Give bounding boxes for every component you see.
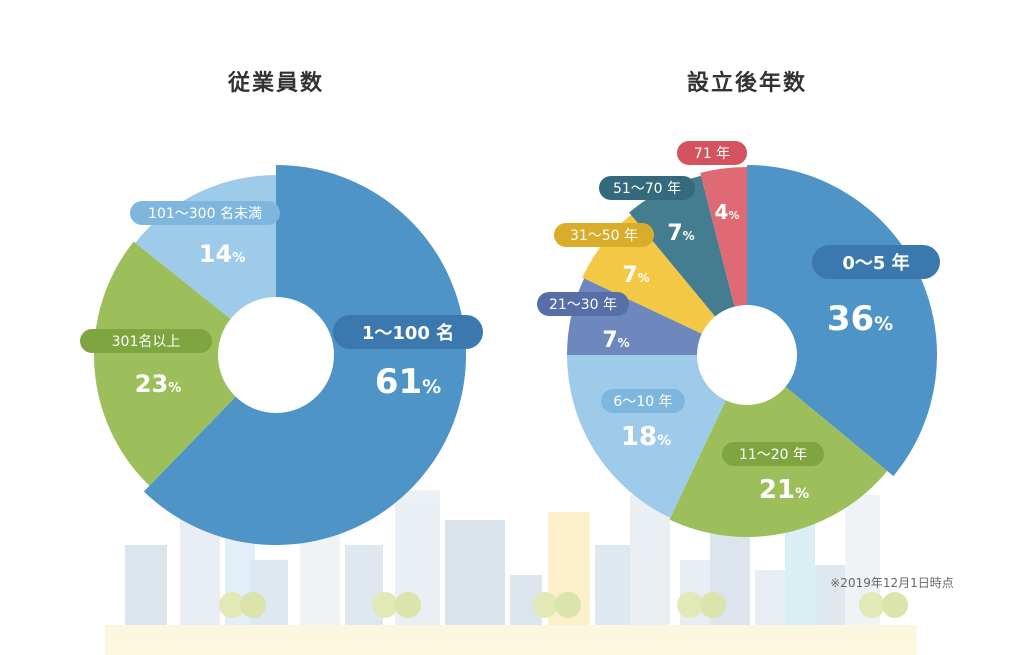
pie-slice: [582, 214, 747, 355]
slice-value-label: 4%: [715, 200, 740, 224]
tree: [395, 592, 421, 618]
slice-label: 51〜70 年: [613, 181, 681, 197]
donut-hole: [218, 297, 334, 413]
slice-value-label: 7%: [667, 221, 694, 246]
slice-label: 101〜300 名未満: [148, 206, 262, 222]
slice-label-pill: [812, 245, 940, 279]
tree: [372, 592, 398, 618]
slice-value-label: 18%: [621, 422, 671, 452]
tree: [555, 592, 581, 618]
donut-hole: [697, 305, 797, 405]
building: [755, 570, 785, 625]
slice-value-label: 7%: [602, 328, 629, 353]
tree: [219, 592, 245, 618]
building: [630, 495, 670, 625]
pie-employees: 1〜100 名 61% 301名以上 23% 101〜300 名未満 14%: [80, 165, 483, 546]
building: [815, 565, 845, 625]
slice-label-pill: [333, 315, 483, 349]
slice-label-pill: [80, 329, 212, 353]
tree: [882, 592, 908, 618]
slice-value-label: 23%: [135, 370, 181, 398]
slice-label-pill: [601, 389, 685, 413]
slice-label: 6〜10 年: [613, 394, 672, 410]
building: [595, 545, 635, 625]
slice-value-label: 7%: [622, 263, 649, 288]
building: [445, 520, 505, 625]
building: [125, 545, 167, 625]
slice-label: 11〜20 年: [739, 447, 807, 463]
pie-slice: [629, 175, 747, 355]
slice-label-pill: [537, 292, 629, 316]
slice-label-pill: [130, 201, 280, 225]
slice-value-label: 61%: [375, 362, 441, 402]
ground-strip: [105, 625, 917, 655]
pie-slice: [747, 165, 938, 477]
slice-label-pill: [599, 176, 695, 200]
slice-value-label: 36%: [827, 299, 893, 339]
pie-years: 0〜5 年 36% 11〜20 年 21% 6〜10 年 18% 21〜30 年 7% 31〜5…: [537, 141, 940, 537]
slice-label: 301名以上: [112, 334, 181, 350]
tree: [677, 592, 703, 618]
slice-label: 1〜100 名: [362, 322, 454, 344]
slice-label-pill: [677, 141, 747, 165]
tree: [240, 592, 266, 618]
building: [300, 530, 340, 625]
slice-value-label: 14%: [199, 240, 245, 268]
slice-label-pill: [554, 223, 654, 247]
slice-label-pill: [722, 442, 824, 466]
chart-title-employees: 従業員数: [227, 70, 324, 96]
slice-value-label: 21%: [759, 475, 809, 505]
slice-label: 0〜5 年: [842, 252, 909, 274]
footnote: ※2019年12月1日時点: [830, 576, 954, 590]
tree: [532, 592, 558, 618]
slice-label: 31〜50 年: [570, 228, 638, 244]
tree: [859, 592, 885, 618]
slice-label: 71 年: [694, 146, 730, 162]
pie-slice: [94, 241, 276, 486]
chart-title-years: 設立後年数: [687, 70, 807, 96]
tree: [700, 592, 726, 618]
slice-label: 21〜30 年: [549, 297, 617, 313]
